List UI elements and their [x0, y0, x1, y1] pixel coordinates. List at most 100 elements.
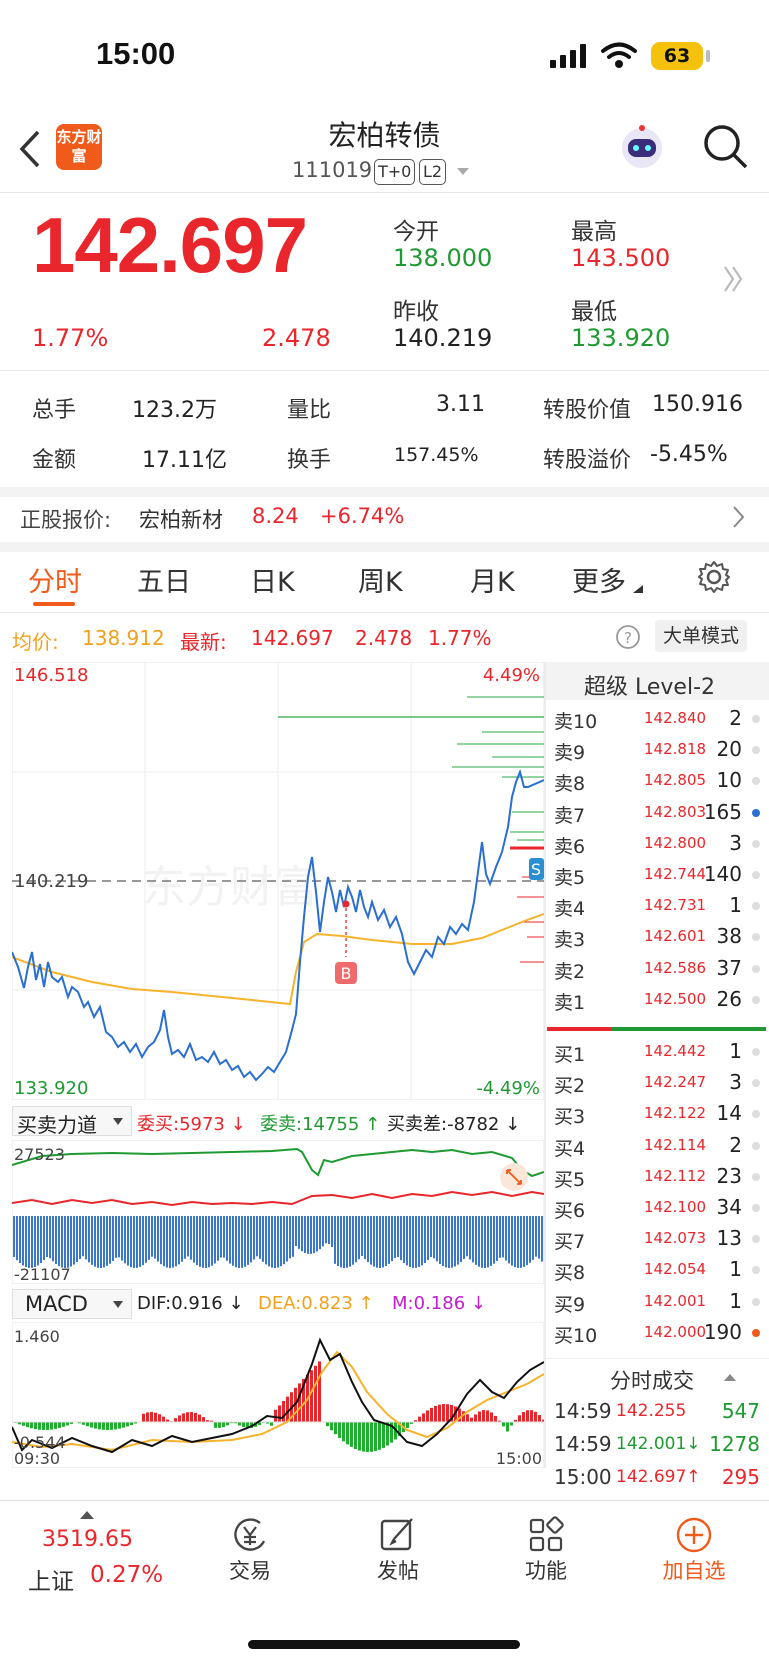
bid-row[interactable]: 买2 142.247 3 [552, 1067, 766, 1098]
bid-row[interactable]: 买3 142.122 14 [552, 1098, 766, 1129]
change-amount: 2.478 [262, 324, 331, 352]
ask-volume: 165 [703, 799, 742, 824]
bid-volume: 13 [716, 1226, 742, 1251]
bid-row[interactable]: 买1 142.442 1 [552, 1036, 766, 1067]
ask-volume: 20 [716, 737, 742, 762]
ask-row[interactable]: 卖10 142.840 2 [552, 703, 766, 734]
ask-row[interactable]: 卖5 142.744 140 [552, 859, 766, 890]
bid-status-dot [752, 1204, 760, 1212]
back-icon[interactable] [18, 130, 42, 168]
ask-volume: 1 [729, 893, 742, 918]
flow-buy: 委买:5973 ↓ [137, 1114, 246, 1135]
ask-volume: 37 [716, 955, 742, 980]
stat-value-volume: 123.2万 [132, 398, 217, 423]
post-button[interactable]: 发帖 [368, 1515, 428, 1585]
open-value: 138.000 [393, 244, 493, 272]
tab-weekly-k[interactable]: 周K [358, 567, 403, 598]
bid-ask-ratio-bar-buy [611, 1027, 766, 1031]
bid-row[interactable]: 买10 142.000 190 [552, 1317, 766, 1348]
ask-volume: 2 [729, 706, 742, 730]
ask-level-label: 卖3 [554, 929, 586, 952]
settings-gear-icon[interactable] [697, 560, 731, 594]
bid-row[interactable]: 买4 142.114 2 [552, 1130, 766, 1161]
tick-volume: 1278 [709, 1432, 760, 1456]
bid-status-dot [752, 1172, 760, 1181]
ask-level-label: 卖6 [554, 835, 586, 858]
bid-price: 142.054 [644, 1260, 707, 1279]
search-icon[interactable] [703, 124, 749, 170]
bid-row[interactable]: 买6 142.100 34 [552, 1192, 766, 1223]
bid-volume: 3 [729, 1070, 742, 1095]
bid-price: 142.000 [644, 1322, 707, 1341]
ask-level-label: 卖1 [554, 991, 586, 1014]
chevron-down-icon [113, 1118, 123, 1125]
help-icon[interactable]: ? [615, 624, 641, 650]
ask-volume: 10 [716, 768, 742, 793]
ask-status-dot [752, 839, 760, 848]
tick-volume: 547 [721, 1399, 760, 1423]
bid-level-label: 买3 [554, 1106, 586, 1129]
tab-daily-k[interactable]: 日K [250, 567, 295, 598]
bid-row[interactable]: 买5 142.112 23 [552, 1161, 766, 1192]
bid-row[interactable]: 买7 142.073 13 [552, 1223, 766, 1254]
flow-y-top-label: 27523 [14, 1145, 65, 1164]
ask-row[interactable]: 卖6 142.800 3 [552, 828, 766, 859]
tab-more[interactable]: 更多 [572, 567, 626, 598]
high-value: 143.500 [571, 244, 671, 272]
ask-level-label: 卖7 [554, 804, 586, 827]
ask-status-dot [752, 715, 760, 723]
bid-row[interactable]: 买8 142.054 1 [552, 1254, 766, 1285]
indicator-selector-macd[interactable]: MACD [12, 1289, 132, 1319]
edit-icon [380, 1518, 413, 1551]
flow-histogram [13, 1216, 543, 1268]
tab-five-day[interactable]: 五日 [137, 567, 191, 598]
high-label: 最高 [571, 219, 617, 245]
ask-row[interactable]: 卖4 142.731 1 [552, 890, 766, 921]
ticks-header[interactable]: 分时成交 [546, 1358, 769, 1398]
bid-level-label: 买1 [554, 1044, 586, 1066]
stat-value-conversion-value: 150.916 [652, 392, 743, 417]
trade-button[interactable]: 交易 [220, 1515, 280, 1585]
stat-value-amount: 17.11亿 [142, 448, 227, 473]
buy-sell-power-chart[interactable]: 27523 -21107 [12, 1140, 544, 1284]
order-volume-bars [278, 696, 544, 963]
low-value: 133.920 [571, 324, 671, 352]
intraday-price-chart[interactable]: 东方财富 B S 146.518 140.219 133.920 4.49% -… [12, 662, 544, 1100]
bid-status-dot [752, 1141, 760, 1150]
add-to-watchlist-button[interactable]: 加自选 [654, 1515, 734, 1585]
bid-row[interactable]: 买9 142.001 1 [552, 1286, 766, 1317]
ask-row[interactable]: 卖3 142.601 38 [552, 921, 766, 952]
ask-row[interactable]: 卖1 142.500 26 [552, 984, 766, 1015]
low-label: 最低 [571, 299, 617, 325]
ask-price: 142.818 [644, 740, 707, 759]
ask-price: 142.586 [644, 958, 707, 977]
signal-icon [550, 44, 586, 68]
ask-volume: 140 [703, 862, 742, 886]
ask-price: 142.805 [644, 771, 707, 790]
indicator-selector-flow[interactable]: 买卖力道 [12, 1106, 132, 1137]
functions-button[interactable]: 功能 [516, 1515, 576, 1585]
tab-monthly-k[interactable]: 月K [470, 567, 515, 598]
tab-intraday[interactable]: 分时 [28, 567, 82, 598]
robot-assistant-icon[interactable] [617, 124, 667, 174]
ask-status-dot [752, 995, 760, 1004]
expand-chevron-icon[interactable] [722, 264, 744, 294]
stat-label-volume: 总手 [32, 398, 77, 423]
open-label: 今开 [393, 219, 439, 245]
ask-row[interactable]: 卖8 142.805 10 [552, 765, 766, 796]
chevron-right-icon [733, 506, 745, 528]
large-order-mode-button[interactable]: 大单模式 [655, 620, 748, 652]
bid-volume: 14 [716, 1101, 742, 1126]
app-logo[interactable]: 东方财富 [56, 124, 102, 170]
sell-marker [529, 858, 544, 880]
stat-value-volume-ratio: 3.11 [436, 392, 485, 417]
latest-change: 2.478 [355, 626, 413, 650]
tick-time: 15:00 [554, 1465, 612, 1489]
dropdown-icon[interactable] [456, 167, 470, 177]
ask-row[interactable]: 卖9 142.818 20 [552, 734, 766, 765]
ask-row[interactable]: 卖2 142.586 37 [552, 953, 766, 984]
bid-level-label: 买7 [554, 1231, 586, 1254]
ask-row[interactable]: 卖7 142.803 165 [552, 797, 766, 828]
macd-chart[interactable]: 1.460 -0.544 09:30 15:00 [12, 1322, 544, 1468]
svg-text:B: B [341, 964, 352, 983]
